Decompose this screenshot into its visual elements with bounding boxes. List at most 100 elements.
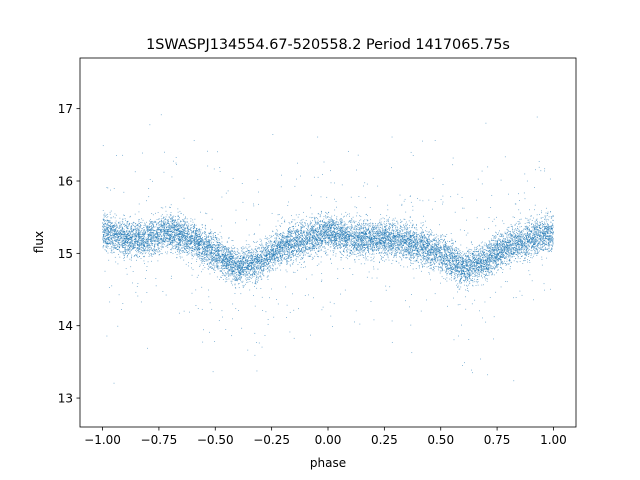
data-point xyxy=(341,235,343,237)
data-point xyxy=(116,239,117,241)
data-point xyxy=(262,273,264,275)
data-point xyxy=(540,237,541,239)
data-point xyxy=(207,243,209,245)
data-point xyxy=(331,235,333,237)
data-point xyxy=(210,266,212,268)
data-point xyxy=(412,234,414,236)
data-point xyxy=(518,251,519,253)
data-point xyxy=(485,122,487,124)
data-point xyxy=(508,248,510,250)
data-point xyxy=(517,231,519,232)
data-point xyxy=(310,334,311,336)
data-point xyxy=(506,263,508,265)
data-point xyxy=(360,219,362,221)
data-point xyxy=(311,243,313,245)
data-point xyxy=(519,233,521,235)
data-point xyxy=(153,235,154,237)
data-point xyxy=(421,255,423,257)
data-point xyxy=(548,227,550,229)
data-point xyxy=(362,226,364,228)
data-point xyxy=(450,262,452,264)
data-point xyxy=(466,262,468,264)
data-point xyxy=(244,267,245,268)
data-point xyxy=(530,253,532,254)
data-point xyxy=(427,234,429,235)
data-point xyxy=(139,238,141,240)
data-point xyxy=(141,222,143,224)
data-point xyxy=(401,259,403,261)
data-point xyxy=(217,241,219,243)
data-point xyxy=(432,239,434,241)
data-point xyxy=(441,255,442,257)
data-point xyxy=(274,259,276,261)
data-point xyxy=(359,248,361,250)
data-point xyxy=(256,255,257,257)
data-point xyxy=(344,228,346,230)
data-point xyxy=(175,226,177,228)
data-point xyxy=(222,245,224,247)
data-point xyxy=(469,251,471,253)
data-point xyxy=(355,254,357,256)
data-point xyxy=(406,257,407,259)
data-point xyxy=(126,234,128,236)
data-point xyxy=(457,254,459,256)
data-point xyxy=(526,243,528,245)
data-point xyxy=(489,268,491,270)
data-point xyxy=(300,228,302,229)
data-point xyxy=(396,220,398,222)
data-point xyxy=(482,260,484,262)
data-point xyxy=(476,282,478,284)
data-point xyxy=(260,276,262,278)
data-point xyxy=(396,261,398,262)
data-point xyxy=(509,233,511,235)
data-point xyxy=(451,243,453,245)
data-point xyxy=(423,241,425,243)
data-point xyxy=(551,216,553,218)
data-point xyxy=(460,286,462,288)
data-point xyxy=(232,279,234,280)
data-point xyxy=(546,218,548,220)
data-point xyxy=(106,243,108,245)
data-point xyxy=(447,268,449,270)
data-point xyxy=(472,253,474,255)
data-point xyxy=(358,240,360,242)
data-point xyxy=(131,239,133,241)
data-point xyxy=(302,250,304,252)
data-point xyxy=(290,247,292,249)
data-point xyxy=(142,242,144,244)
data-point xyxy=(427,261,429,263)
data-point xyxy=(349,248,351,250)
data-point xyxy=(155,230,157,232)
data-point xyxy=(227,251,229,253)
data-point xyxy=(287,252,289,254)
data-point xyxy=(379,239,380,240)
data-point xyxy=(475,261,476,263)
data-point xyxy=(113,236,114,238)
data-point xyxy=(480,259,481,261)
data-point xyxy=(250,253,252,255)
data-point xyxy=(213,269,214,271)
data-point xyxy=(233,248,235,250)
data-point xyxy=(245,265,247,267)
data-point xyxy=(119,221,121,223)
data-point xyxy=(541,244,543,246)
data-point xyxy=(483,259,484,261)
data-point xyxy=(338,244,340,245)
data-point xyxy=(413,244,415,246)
data-point xyxy=(300,251,302,253)
data-point xyxy=(223,247,224,248)
data-point xyxy=(472,258,474,260)
data-point xyxy=(147,245,149,246)
data-point xyxy=(187,231,189,233)
data-point xyxy=(410,250,412,252)
data-point xyxy=(135,228,137,230)
data-point xyxy=(511,256,513,258)
data-point xyxy=(162,225,164,227)
data-point xyxy=(106,235,107,236)
data-point xyxy=(509,233,511,235)
data-point xyxy=(345,230,346,232)
data-point xyxy=(285,249,287,251)
data-point xyxy=(297,238,299,240)
data-point xyxy=(215,251,217,252)
data-point xyxy=(293,247,295,249)
